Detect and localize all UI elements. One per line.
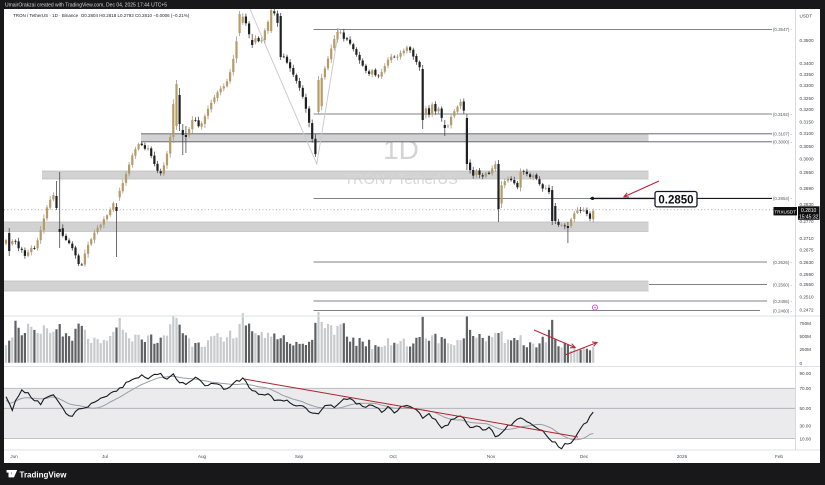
svg-text:0.3200: 0.3200 (800, 107, 814, 112)
svg-text:70.00: 70.00 (800, 386, 812, 391)
svg-text:10.00: 10.00 (800, 436, 812, 441)
svg-text:TRXUSDT: TRXUSDT (774, 209, 796, 214)
svg-text:TradingView: TradingView (20, 471, 68, 480)
svg-text:Jul: Jul (102, 454, 108, 459)
svg-text:Oct: Oct (389, 454, 397, 459)
svg-text:0.2770: 0.2770 (800, 219, 814, 224)
svg-text:(0.2560) -: (0.2560) - (773, 282, 793, 287)
svg-text:(0.2626) -: (0.2626) - (773, 260, 793, 265)
svg-text:0.2510: 0.2510 (800, 294, 814, 299)
svg-text:0.2850: 0.2850 (658, 195, 693, 207)
svg-text:USDT: USDT (800, 13, 813, 18)
svg-text:0.2472: 0.2472 (800, 307, 814, 312)
svg-text:30.00: 30.00 (800, 423, 812, 428)
svg-text:250M: 250M (800, 347, 812, 352)
svg-text:0.2810: 0.2810 (801, 208, 817, 214)
svg-text:0.3400: 0.3400 (800, 61, 814, 66)
svg-text:0.2890: 0.2890 (800, 186, 814, 191)
svg-text:0.2675: 0.2675 (800, 247, 814, 252)
svg-text:0.2550: 0.2550 (800, 282, 814, 287)
svg-text:(0.3547) -: (0.3547) - (773, 27, 793, 32)
svg-text:0.3250: 0.3250 (800, 96, 814, 101)
svg-text:UmairOrakzai created with Trad: UmairOrakzai created with TradingView.co… (5, 2, 167, 8)
svg-text:0.3000: 0.3000 (800, 156, 814, 161)
svg-text:2026: 2026 (677, 454, 688, 459)
svg-text:0: 0 (800, 361, 803, 366)
svg-text:0.3500: 0.3500 (800, 38, 814, 43)
svg-text:Nov: Nov (487, 454, 496, 459)
svg-text:15:45:32: 15:45:32 (799, 214, 819, 220)
svg-text:0.3150: 0.3150 (800, 119, 814, 124)
svg-text:0.3350: 0.3350 (800, 72, 814, 77)
svg-text:Jun: Jun (10, 454, 18, 459)
svg-text:Aug: Aug (198, 454, 207, 459)
svg-text:(0.2460) -: (0.2460) - (773, 308, 793, 313)
svg-text:TRON / TetherUS · 1D · Binance: TRON / TetherUS · 1D · Binance O0.2804 H… (13, 13, 190, 18)
svg-text:750M: 750M (800, 321, 812, 326)
svg-text:TRON / TetherUS: TRON / TetherUS (344, 172, 457, 188)
svg-text:0.2830: 0.2830 (800, 202, 814, 207)
svg-text:(0.3107) -: (0.3107) - (773, 132, 793, 137)
svg-text:(0.3192) -: (0.3192) - (773, 112, 793, 117)
svg-text:0.2590: 0.2590 (800, 272, 814, 277)
svg-text:Dec: Dec (580, 454, 589, 459)
svg-text:90.00: 90.00 (800, 371, 812, 376)
svg-text:Feb: Feb (775, 454, 783, 459)
svg-text:0.2630: 0.2630 (800, 260, 814, 265)
svg-text:500M: 500M (800, 334, 812, 339)
svg-text:(0.2854) -: (0.2854) - (773, 196, 793, 201)
svg-text:0.2950: 0.2950 (800, 170, 814, 175)
svg-text:(0.2495) -: (0.2495) - (773, 299, 793, 304)
svg-text:Sep: Sep (295, 454, 304, 459)
svg-text:0.3300: 0.3300 (800, 83, 814, 88)
svg-text:0.3050: 0.3050 (800, 144, 814, 149)
svg-text:0.2710: 0.2710 (800, 236, 814, 241)
svg-text:0.3100: 0.3100 (800, 131, 814, 136)
svg-text:50.00: 50.00 (800, 406, 812, 411)
svg-text:(0.3000) -: (0.3000) - (773, 140, 793, 145)
svg-text:1D: 1D (383, 134, 419, 165)
